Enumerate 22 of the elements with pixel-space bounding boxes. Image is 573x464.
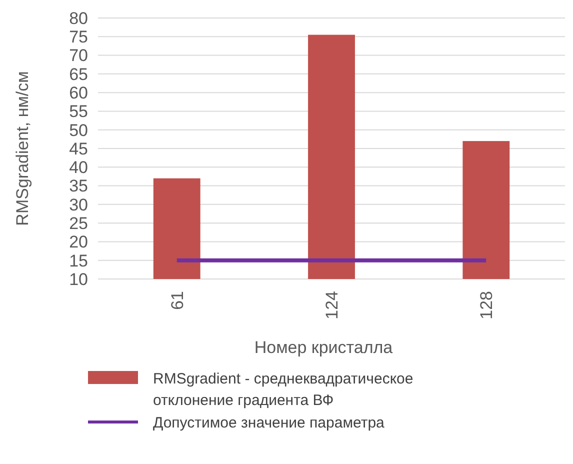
x-tick-label: 61 <box>168 291 187 310</box>
y-tick-label: 35 <box>69 176 88 196</box>
y-tick-label: 65 <box>69 64 88 84</box>
legend-label: RMSgradient - среднеквадратическое отклонение градиента ВФ <box>153 370 414 409</box>
y-tick-label: 30 <box>69 195 88 214</box>
y-tick-label: 15 <box>69 251 88 270</box>
y-tick-label: 70 <box>69 46 88 66</box>
x-tick-label: 128 <box>477 291 496 320</box>
y-tick-label: 25 <box>69 214 88 234</box>
y-tick-label: 45 <box>69 139 88 158</box>
y-tick-label: 55 <box>69 102 88 122</box>
y-axis-title: RMSgradient, нм/см <box>13 71 32 226</box>
y-tick-label: 50 <box>69 120 88 140</box>
y-tick-label: 80 <box>69 8 88 28</box>
y-tick-label: 10 <box>69 270 88 289</box>
y-tick-label: 75 <box>69 28 88 47</box>
y-tick-label: 20 <box>69 232 88 252</box>
x-axis-title: Номер кристалла <box>254 338 394 357</box>
y-tick-label: 60 <box>69 84 88 103</box>
x-tick-label: 124 <box>322 291 342 320</box>
y-tick-label: 40 <box>69 158 88 178</box>
legend-label: Допустимое значение параметра <box>153 414 386 432</box>
